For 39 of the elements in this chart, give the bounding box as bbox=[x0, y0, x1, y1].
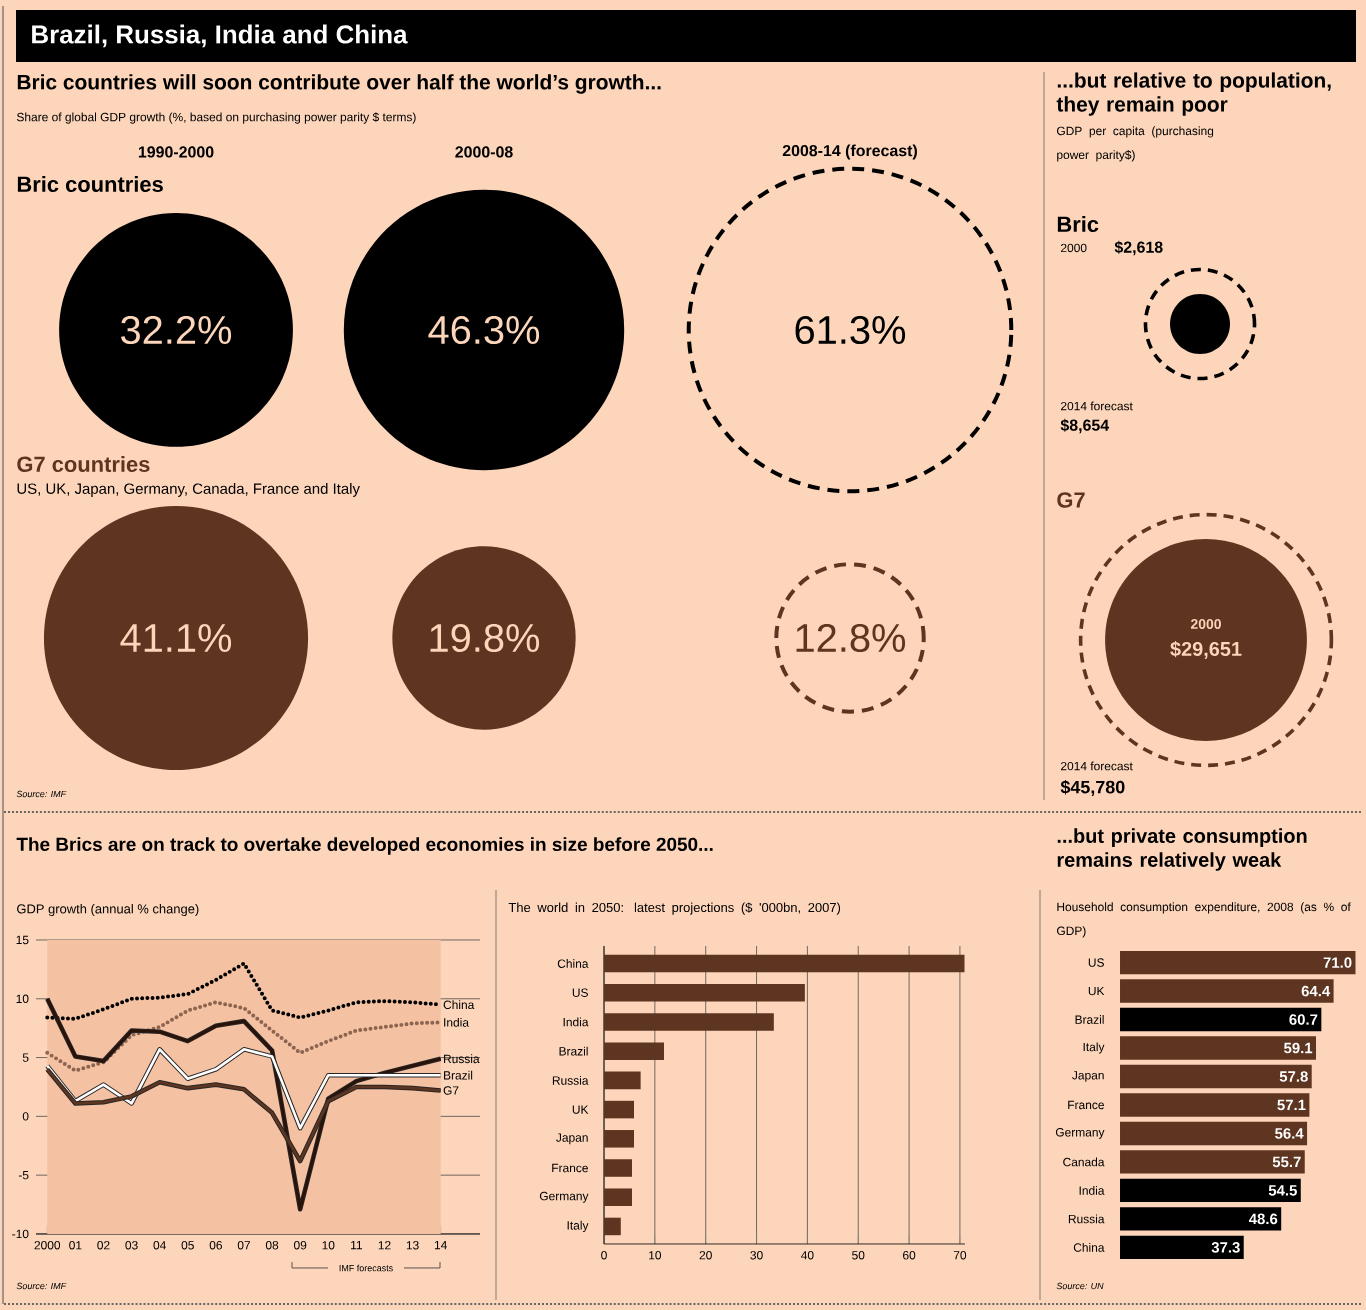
data-label: 61.3% bbox=[795, 315, 906, 345]
bar bbox=[1120, 1121, 1308, 1146]
bar bbox=[1120, 1178, 1301, 1203]
line-series bbox=[45, 961, 443, 1021]
text: Bric countries will soon contribute over half the world’s growth... bbox=[17, 74, 661, 94]
chart-title: ...but private consumption remains relatively weak bbox=[1057, 828, 1307, 871]
bar bbox=[604, 1013, 774, 1031]
bar bbox=[1120, 979, 1334, 1003]
bar bbox=[1120, 1150, 1305, 1174]
bar bbox=[604, 1100, 635, 1119]
bar bbox=[604, 1071, 641, 1090]
chart-title: The Brics are on track to overtake developed economies in size before 2050... bbox=[16, 837, 713, 855]
bar bbox=[604, 1188, 632, 1206]
data-label: 19.8% bbox=[430, 623, 540, 653]
bar bbox=[1120, 1235, 1244, 1260]
bar bbox=[604, 954, 965, 973]
bar bbox=[1120, 950, 1356, 975]
data-label: 41.1% bbox=[120, 624, 232, 652]
data-label: $29,651 bbox=[1170, 641, 1242, 659]
bar bbox=[604, 1217, 621, 1236]
data-label: $45,780 bbox=[1060, 779, 1125, 797]
bar bbox=[1120, 1064, 1312, 1089]
bar bbox=[1120, 1007, 1322, 1032]
text: ...but relative to population, they remain poor bbox=[1056, 72, 1331, 116]
bar bbox=[604, 1159, 632, 1177]
text: Brazil, Russia, India and China bbox=[32, 24, 408, 48]
bar bbox=[1120, 1036, 1317, 1060]
data-label: 46.3% bbox=[428, 315, 540, 345]
data-label: 32.2% bbox=[121, 315, 232, 345]
bar bbox=[604, 983, 805, 1002]
series-label: Bric countries bbox=[17, 175, 163, 193]
legend-label: Bric bbox=[1057, 215, 1099, 233]
bar bbox=[1120, 1093, 1310, 1117]
bar bbox=[604, 1130, 635, 1148]
bar bbox=[604, 1042, 665, 1060]
bar bbox=[1120, 1207, 1282, 1231]
data-label: 12.8% bbox=[796, 623, 906, 653]
text: G7 bbox=[1057, 492, 1085, 508]
series-label: G7 countries bbox=[17, 455, 150, 473]
